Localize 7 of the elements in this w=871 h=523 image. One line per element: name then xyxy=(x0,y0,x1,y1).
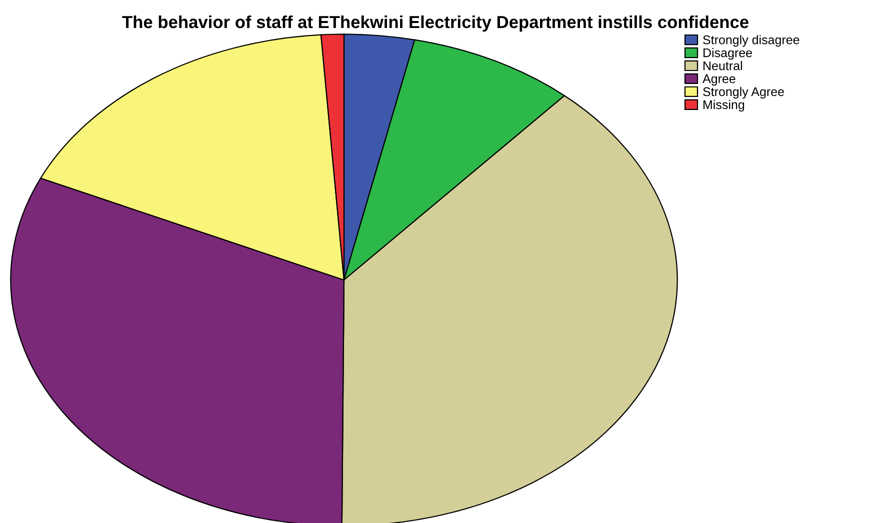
legend-label: Disagree xyxy=(704,48,752,60)
legend-label: Strongly disagree xyxy=(703,35,800,47)
chart-title: The behavior of staff at EThekwini Electricity Department instills confidence xyxy=(122,15,748,32)
legend-label: Neutral xyxy=(704,61,742,70)
legend-label: Agree xyxy=(702,74,736,86)
legend-label: Missing xyxy=(704,100,744,112)
legend-label: Strongly Agree xyxy=(703,86,784,99)
